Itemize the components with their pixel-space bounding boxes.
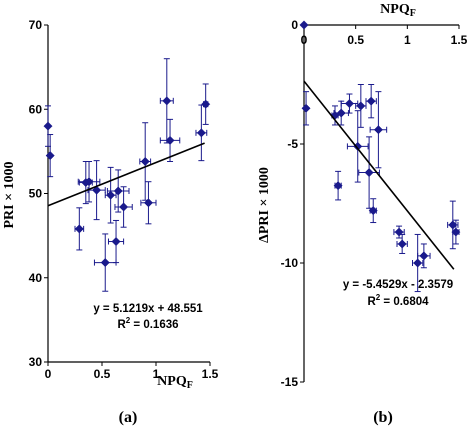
data-point (451, 219, 461, 245)
data-point (201, 83, 211, 125)
diamond-marker (344, 98, 355, 109)
x-tick-label: 0.5 (94, 367, 111, 381)
panel-a-y-axis-title: PRI × 1000 (2, 161, 17, 228)
diamond-marker (368, 206, 378, 216)
y-tick-label: 50 (29, 187, 43, 201)
diamond-marker (92, 185, 102, 195)
y-tick-label: 60 (29, 102, 43, 116)
diamond-marker (100, 258, 110, 268)
x-tick-label: 1 (404, 33, 411, 47)
diamond-marker (333, 181, 343, 191)
panel-b-x-axis-title: NPQF (380, 2, 416, 19)
panel-a-x-axis-title: NPQF (157, 374, 193, 391)
x-tick-label: 1.5 (451, 33, 468, 47)
panel-b-y-axis-title: ΔPRI × 1000 (257, 167, 272, 243)
y-tick-label: 70 (29, 18, 43, 32)
diamond-marker (413, 258, 423, 268)
panel-b-r-squared: R2 = 0.6804 (367, 293, 429, 308)
panel-a-axes (44, 24, 211, 366)
diamond-marker (299, 20, 309, 30)
panel-a-data-points (43, 58, 211, 292)
x-tick-label: 1.5 (202, 367, 219, 381)
panel-b-axes (300, 24, 460, 383)
data-point (369, 91, 388, 169)
data-point (114, 186, 133, 228)
diamond-marker (419, 251, 429, 261)
x-tick-label: 0 (45, 367, 52, 381)
data-point (412, 233, 424, 293)
diamond-marker (119, 202, 129, 212)
panel-a-label: (a) (119, 409, 138, 426)
diamond-marker (113, 186, 123, 196)
panel-a-tick-labels: 30 40 50 60 70 0 0.5 1 1.5 (29, 18, 219, 381)
x-tick-label: 0 (301, 33, 308, 47)
diamond-marker (140, 156, 150, 167)
diamond-marker (397, 239, 407, 249)
data-point (447, 200, 459, 250)
data-point (159, 118, 181, 162)
data-point (396, 233, 408, 254)
y-tick-label: -5 (287, 137, 298, 151)
diamond-marker (165, 135, 175, 145)
data-point (107, 219, 125, 264)
diamond-marker (162, 96, 172, 106)
diamond-marker (196, 128, 206, 138)
data-point (365, 84, 377, 119)
data-point (355, 84, 367, 128)
x-tick-label: 1 (153, 367, 160, 381)
data-point (139, 122, 152, 201)
data-point (140, 181, 157, 225)
diamond-marker (356, 101, 366, 111)
data-point (77, 160, 101, 203)
panel-a-trendline (47, 142, 205, 207)
diamond-marker (301, 103, 311, 113)
diamond-marker (366, 96, 376, 106)
diamond-marker (451, 227, 461, 237)
diamond-marker (84, 177, 94, 187)
data-point (299, 20, 309, 30)
data-point (43, 105, 53, 147)
data-point (301, 91, 311, 126)
data-point (104, 166, 117, 224)
panel-b-trendline (303, 80, 455, 270)
y-tick-label: 30 (29, 355, 43, 369)
diamond-marker (201, 99, 211, 109)
diamond-marker (43, 121, 53, 131)
data-point (195, 104, 208, 162)
panel-a-equation: y = 5.1219x + 48.551 (93, 303, 203, 315)
panel-b-label: (b) (373, 409, 393, 426)
diamond-marker (364, 168, 374, 178)
data-point (417, 243, 431, 269)
data-point (346, 110, 369, 183)
y-tick-label: -10 (281, 256, 299, 270)
diamond-marker (143, 198, 153, 208)
diamond-marker (373, 125, 383, 135)
data-point (45, 134, 55, 178)
diamond-marker (74, 224, 84, 234)
y-tick-label: 40 (29, 271, 43, 285)
x-tick-label: 0.5 (347, 33, 364, 47)
data-point (159, 58, 174, 144)
data-point (393, 225, 405, 239)
data-point (368, 198, 378, 224)
y-tick-label: 0 (291, 18, 298, 32)
diamond-marker (336, 108, 346, 118)
diamond-marker (45, 151, 55, 161)
data-point (74, 207, 85, 251)
panel-b-data-points (299, 20, 461, 293)
data-point (106, 169, 130, 213)
panel-b-chart: 0-5-10-150 0.5 1 1.5 y = -5.4529x - 2.3579 … (257, 2, 468, 426)
data-point (87, 160, 106, 221)
panel-b-equation: y = -5.4529x - 2.3579 (343, 279, 453, 291)
diamond-marker (111, 236, 121, 247)
data-point (340, 93, 359, 114)
data-point (93, 233, 117, 292)
panel-b-tick-labels: 0 -5 -10 -15 0 0.5 1 1.5 (281, 18, 468, 389)
y-tick-label: -15 (281, 375, 299, 389)
data-point (333, 170, 343, 201)
panel-a-r-squared: R2 = 0.1636 (117, 316, 178, 331)
